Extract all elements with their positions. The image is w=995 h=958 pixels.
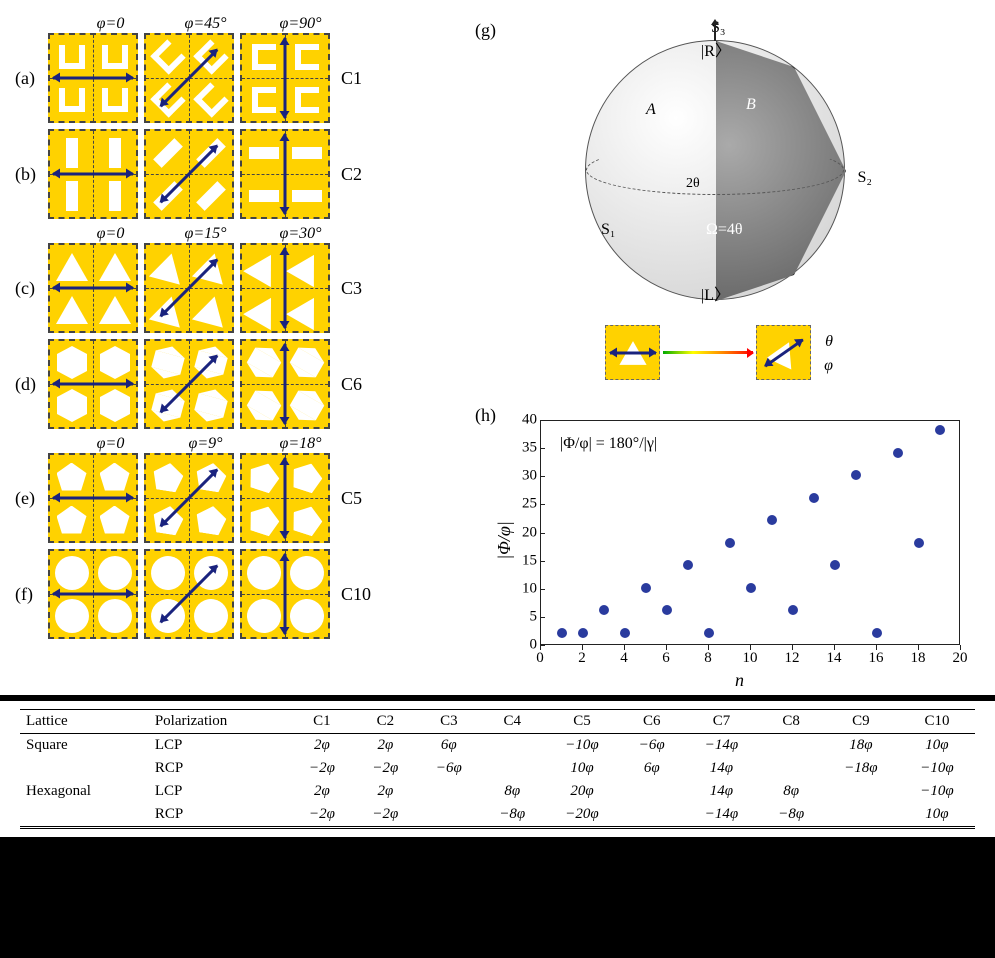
phase-table: LatticePolarizationC1C2C3C4C5C6C7C8C9C10…: [0, 701, 995, 837]
panel-h-label: (h): [475, 405, 496, 426]
unit-cell-tile: [48, 549, 138, 639]
scatter-plot: (h) |Φ/φ| n |Φ/φ| = 180°/|γ| 05101520253…: [475, 405, 965, 685]
table-row: RCP−2φ−2φ−6φ10φ6φ14φ−18φ−10φ: [20, 757, 975, 780]
data-point: [914, 538, 924, 548]
row-label: (a): [15, 68, 45, 89]
poincare-sphere: S₃ |R〉 S₂ S₁ |L〉 A B Ω=4θ 2θ: [585, 40, 845, 300]
row-label: (c): [15, 278, 45, 299]
rainbow-arrow: [663, 351, 753, 354]
unit-cell-tile: [240, 129, 330, 219]
data-point: [599, 605, 609, 615]
unit-cell-tile: [48, 453, 138, 543]
data-point: [704, 628, 714, 638]
unit-cell-tile: [240, 453, 330, 543]
data-point: [788, 605, 798, 615]
figure-panel: φ=0φ=45°φ=90°(a)C1(b)C2φ=0φ=15°φ=30°(c)C…: [0, 0, 995, 695]
unit-cell-tile: [48, 243, 138, 333]
symmetry-label: C1: [333, 68, 368, 89]
row-label: (e): [15, 488, 45, 509]
symmetry-label: C2: [333, 164, 368, 185]
right-column: (g) S₃ |R〉 S₂ S₁ |L〉 A B Ω=4θ 2θ: [465, 15, 965, 685]
mini-tiles: θ φ: [605, 325, 811, 380]
symmetry-label: C10: [333, 584, 368, 605]
symmetry-label: C6: [333, 374, 368, 395]
angle-header: φ=0: [63, 435, 158, 453]
plot-xlabel: n: [735, 670, 744, 691]
data-point: [851, 470, 861, 480]
unit-cell-tile: [48, 33, 138, 123]
unit-cell-tile: [144, 339, 234, 429]
angle-header: φ=18°: [253, 435, 348, 453]
table-row: SquareLCP2φ2φ6φ−10φ−6φ−14φ18φ10φ: [20, 734, 975, 758]
angle-header: φ=30°: [253, 225, 348, 243]
angle-header: φ=45°: [158, 15, 253, 33]
tile-grid: φ=0φ=45°φ=90°(a)C1(b)C2φ=0φ=15°φ=30°(c)C…: [15, 15, 465, 685]
data-point: [641, 583, 651, 593]
data-point: [809, 493, 819, 503]
table-row: RCP−2φ−2φ−8φ−20φ−14φ−8φ10φ: [20, 803, 975, 828]
angle-header: φ=0: [63, 225, 158, 243]
data-point: [620, 628, 630, 638]
panel-g-label: (g): [475, 20, 496, 41]
angle-header: φ=90°: [253, 15, 348, 33]
row-label: (f): [15, 584, 45, 605]
unit-cell-tile: [48, 339, 138, 429]
data-point: [872, 628, 882, 638]
data-point: [725, 538, 735, 548]
unit-cell-tile: [48, 129, 138, 219]
angle-header: φ=0: [63, 15, 158, 33]
data-point: [935, 425, 945, 435]
table-row: HexagonalLCP2φ2φ8φ20φ14φ8φ−10φ: [20, 780, 975, 803]
data-point: [830, 560, 840, 570]
sphere-panel: (g) S₃ |R〉 S₂ S₁ |L〉 A B Ω=4θ 2θ: [475, 15, 965, 395]
symmetry-label: C5: [333, 488, 368, 509]
data-point: [767, 515, 777, 525]
data-point: [683, 560, 693, 570]
unit-cell-tile: [144, 243, 234, 333]
unit-cell-tile: [240, 243, 330, 333]
plot-ylabel: |Φ/φ|: [494, 521, 515, 560]
unit-cell-tile: [240, 339, 330, 429]
unit-cell-tile: [144, 453, 234, 543]
unit-cell-tile: [144, 549, 234, 639]
unit-cell-tile: [144, 33, 234, 123]
row-label: (d): [15, 374, 45, 395]
angle-header: φ=15°: [158, 225, 253, 243]
data-point: [893, 448, 903, 458]
unit-cell-tile: [240, 549, 330, 639]
unit-cell-tile: [240, 33, 330, 123]
unit-cell-tile: [144, 129, 234, 219]
angle-header: φ=9°: [158, 435, 253, 453]
row-label: (b): [15, 164, 45, 185]
symmetry-label: C3: [333, 278, 368, 299]
data-point: [746, 583, 756, 593]
data-point: [578, 628, 588, 638]
data-point: [662, 605, 672, 615]
data-point: [557, 628, 567, 638]
plot-annotation: |Φ/φ| = 180°/|γ|: [560, 435, 657, 453]
